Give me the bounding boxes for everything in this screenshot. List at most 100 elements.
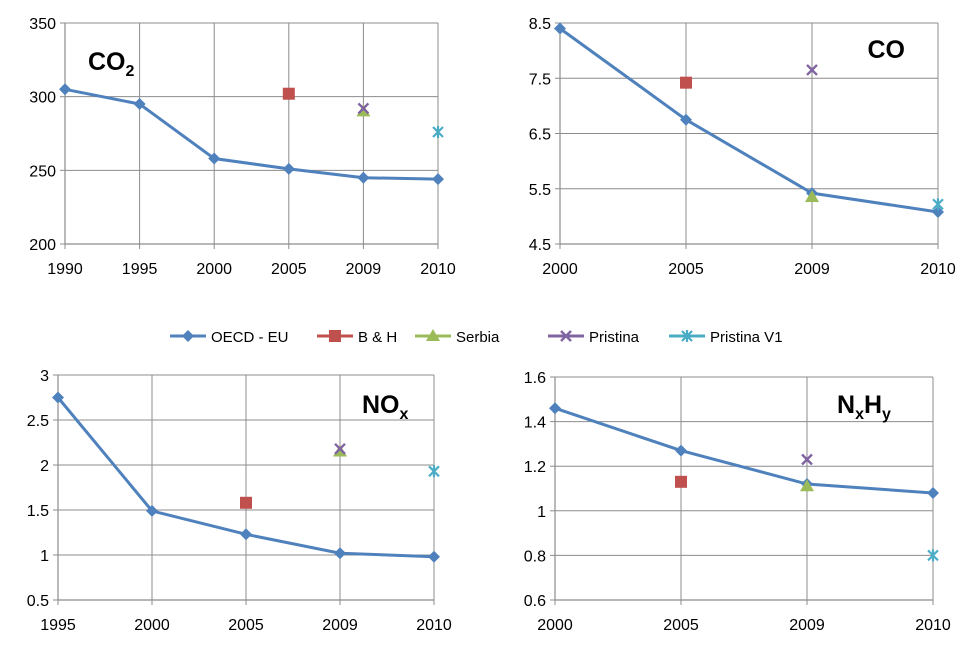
data-point-bh: [240, 496, 252, 509]
series-line-oecd: [554, 406, 934, 495]
y-tick-label: 1.6: [524, 370, 546, 387]
y-tick-label: 6.5: [529, 127, 551, 144]
data-point-oecd: [932, 205, 944, 218]
y-tick-label: 7.5: [529, 71, 551, 88]
legend-marker-pristina_v1: [681, 330, 693, 342]
data-point-bh: [675, 475, 687, 488]
y-tick-label: 300: [29, 90, 56, 107]
chart-panel-nxhy: 0.6 0.8 1 1.2 1.4 1.6 2000 2005 2009 2010 NxHy: [524, 370, 951, 634]
series-line-oecd: [64, 87, 439, 181]
x-tick-label: 1995: [40, 617, 76, 634]
x-tick-label: 2005: [271, 261, 307, 278]
data-point-oecd: [428, 550, 440, 563]
data-point-oecd: [927, 486, 939, 499]
x-tick-label: 1995: [122, 261, 158, 278]
data-point-serbia: [805, 190, 819, 203]
x-tick-label: 2009: [346, 261, 382, 278]
data-point-pristina: [801, 453, 813, 466]
data-point-oecd: [432, 173, 444, 186]
data-point-serbia: [333, 444, 347, 457]
x-tick-label: 2010: [420, 261, 456, 278]
y-tick-label: 4.5: [529, 237, 551, 254]
x-tick-label: 2005: [228, 617, 264, 634]
chart-panel-co2: 200 250 300 350 1990 1995 2000 2005 2009 2010 CO2: [29, 16, 456, 278]
legend-label: Serbia: [456, 329, 500, 346]
data-point-pristina_v1: [432, 126, 444, 139]
y-tick-label: 250: [29, 163, 56, 180]
legend-marker-pristina: [560, 330, 572, 342]
y-tick-label: 0.6: [524, 593, 546, 610]
series-line-oecd: [559, 27, 939, 214]
legend-label: OECD - EU: [211, 329, 289, 346]
data-point-bh: [282, 87, 295, 100]
panel-title: NxHy: [837, 391, 891, 423]
x-tick-label: 2009: [322, 617, 358, 634]
x-tick-label: 2005: [668, 261, 704, 278]
legend-marker-serbia: [426, 329, 440, 341]
data-point-oecd: [675, 444, 687, 457]
data-point-pristina_v1: [932, 198, 944, 211]
data-point-oecd: [282, 162, 295, 175]
x-tick-label: 2000: [134, 617, 170, 634]
data-point-oecd: [334, 547, 346, 560]
y-tick-label: 200: [29, 237, 56, 254]
y-tick-label: 1.4: [524, 415, 546, 432]
legend-entry-bh: B & H: [317, 329, 397, 346]
y-tick-label: 2: [40, 458, 49, 475]
data-point-oecd: [240, 528, 252, 541]
panel-title: CO: [868, 36, 906, 64]
x-tick-label: 2000: [542, 261, 578, 278]
data-point-serbia: [800, 479, 814, 492]
x-tick-label: 2000: [196, 261, 232, 278]
data-point-pristina: [806, 64, 818, 76]
data-point-oecd: [549, 402, 561, 415]
legend-label: Pristina V1: [710, 329, 783, 346]
y-tick-label: 0.5: [27, 593, 49, 610]
data-point-serbia: [356, 104, 371, 117]
x-tick-label: 2010: [920, 261, 956, 278]
data-point-pristina_v1: [927, 549, 939, 562]
y-tick-label: 5.5: [529, 182, 551, 199]
x-tick-label: 2010: [915, 617, 951, 634]
x-tick-label: 2009: [789, 617, 825, 634]
legend-entry-serbia: Serbia: [415, 329, 500, 346]
y-tick-label: 1.5: [27, 503, 49, 520]
y-tick-label: 1.2: [524, 459, 546, 476]
y-tick-label: 0.8: [524, 548, 546, 565]
legend-entry-pristina: Pristina: [548, 329, 640, 346]
data-point-pristina: [334, 442, 346, 455]
y-tick-label: 1: [537, 504, 546, 521]
chart-panel-nox: 0.5 1 1.5 2 2.5 3 1995 2000 2005 2009 2010 NOx: [27, 368, 452, 634]
data-point-oecd: [208, 152, 221, 165]
panel-title: NOx: [362, 391, 409, 423]
legend-entry-pristina_v1: Pristina V1: [669, 329, 783, 346]
y-tick-label: 1: [40, 548, 49, 565]
x-tick-label: 2000: [537, 617, 573, 634]
panel-title: CO2: [88, 48, 135, 80]
legend-label: B & H: [358, 329, 397, 346]
y-tick-label: 8.5: [529, 16, 551, 33]
data-point-pristina: [357, 102, 370, 115]
y-tick-label: 2.5: [27, 413, 49, 430]
data-point-oecd: [146, 504, 158, 517]
x-tick-label: 2009: [794, 261, 830, 278]
data-point-bh: [680, 76, 692, 89]
legend-marker-bh: [329, 330, 341, 342]
legend-label: Pristina: [589, 329, 640, 346]
data-point-oecd: [133, 98, 146, 111]
chart-legend: OECD - EU B & H Serbia Pristina Pristina V1: [170, 329, 783, 346]
y-tick-label: 350: [29, 16, 56, 33]
legend-marker-oecd: [182, 330, 194, 342]
data-point-pristina_v1: [428, 465, 440, 478]
data-point-oecd: [554, 22, 566, 35]
x-tick-label: 1990: [47, 261, 83, 278]
chart-panel-co: 4.5 5.5 6.5 7.5 8.5 2000 2005 2009 2010 CO: [529, 16, 956, 278]
y-tick-label: 3: [40, 368, 49, 385]
legend-entry-oecd: OECD - EU: [170, 329, 289, 346]
data-point-oecd: [357, 171, 370, 184]
data-point-oecd: [680, 113, 692, 126]
x-tick-label: 2005: [663, 617, 699, 634]
data-point-oecd: [52, 391, 64, 404]
